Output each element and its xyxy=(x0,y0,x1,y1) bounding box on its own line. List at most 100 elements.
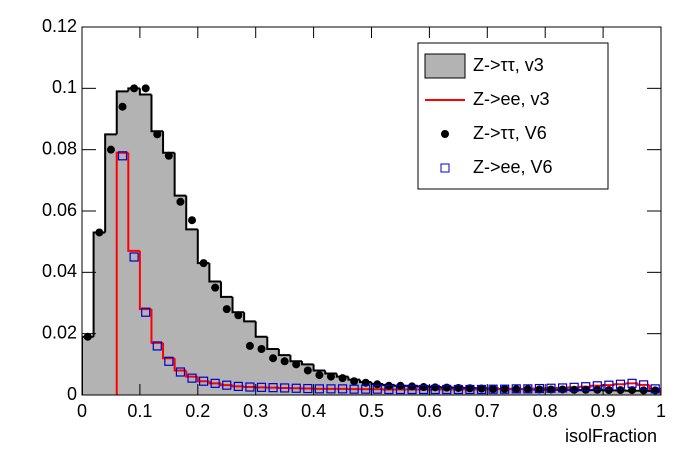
histogram-bar xyxy=(174,195,187,395)
data-point xyxy=(431,383,440,392)
y-tick-label: 0.08 xyxy=(42,138,77,158)
histogram-step xyxy=(150,309,164,344)
histogram-bar xyxy=(105,134,117,395)
data-point xyxy=(141,84,150,93)
data-point xyxy=(303,366,312,375)
y-tick-label: 0.02 xyxy=(42,322,77,342)
data-point xyxy=(164,151,173,160)
x-axis-label: isolFraction xyxy=(565,426,657,446)
histogram-bar xyxy=(139,94,152,395)
histogram-bar xyxy=(220,296,233,395)
data-point xyxy=(315,371,324,380)
data-point xyxy=(489,384,498,393)
data-point xyxy=(222,305,231,314)
data-point xyxy=(511,384,521,394)
histogram-bar xyxy=(116,91,129,395)
histogram-step xyxy=(625,382,638,385)
data-point xyxy=(233,381,243,392)
data-point xyxy=(604,380,614,390)
data-point xyxy=(500,384,510,394)
data-point xyxy=(256,382,267,392)
data-point xyxy=(95,228,104,237)
legend-symbol xyxy=(424,53,466,79)
legend-label: Z->ee, v3 xyxy=(473,89,550,109)
histogram-step xyxy=(115,151,129,395)
legend-label: Z->ττ, v3 xyxy=(473,55,544,75)
histogram-bar xyxy=(290,361,303,395)
data-point xyxy=(350,377,359,386)
histogram-step xyxy=(243,386,256,389)
data-point xyxy=(628,386,637,395)
histogram-bar xyxy=(128,88,140,395)
histogram-outline xyxy=(138,88,152,96)
data-point xyxy=(153,130,162,139)
histogram-step xyxy=(590,384,604,387)
data-point xyxy=(141,307,151,317)
data-point xyxy=(199,259,208,268)
data-point xyxy=(488,384,498,394)
data-point xyxy=(512,385,521,394)
data-point xyxy=(326,384,336,394)
data-point xyxy=(211,283,220,292)
data-point xyxy=(465,384,475,395)
histogram-outline xyxy=(266,336,279,350)
data-point xyxy=(442,384,452,395)
data-point xyxy=(616,386,625,395)
data-point xyxy=(338,374,347,383)
data-point xyxy=(408,382,417,391)
data-point xyxy=(280,383,290,393)
data-point xyxy=(373,380,382,389)
data-point xyxy=(337,384,348,394)
histogram-outline xyxy=(185,195,198,231)
plot-area xyxy=(82,84,661,395)
histogram-outline xyxy=(208,263,221,283)
x-tick-label: 0.2 xyxy=(185,401,210,421)
y-tick-label: 0.1 xyxy=(52,77,77,97)
x-tick-label: 0.4 xyxy=(301,401,326,421)
data-point xyxy=(650,384,660,394)
data-point xyxy=(442,383,451,392)
data-point xyxy=(106,145,115,154)
data-point xyxy=(627,378,637,388)
data-point xyxy=(639,386,648,395)
histogram-step xyxy=(196,376,210,383)
data-point xyxy=(476,384,487,395)
data-point xyxy=(361,384,371,394)
data-point xyxy=(384,384,394,395)
x-tick-label: 0 xyxy=(77,401,87,421)
data-point xyxy=(117,151,128,161)
histogram-step xyxy=(127,152,140,252)
data-point xyxy=(176,197,185,206)
x-tick-label: 0.9 xyxy=(591,401,616,421)
data-point xyxy=(188,216,197,225)
x-tick-label: 0.8 xyxy=(533,401,558,421)
histogram-bar xyxy=(82,336,94,395)
data-point xyxy=(453,384,463,395)
data-point xyxy=(175,367,186,377)
histogram-outline xyxy=(115,90,129,135)
data-point xyxy=(569,382,579,392)
data-point xyxy=(615,379,626,389)
legend: Z->ττ, v3 Z->ee, v3 Z->ττ, V6 Z->ee, V6 xyxy=(417,42,609,190)
data-point xyxy=(280,357,289,366)
histogram-outline xyxy=(277,349,291,357)
data-point xyxy=(130,84,139,93)
data-point xyxy=(245,341,254,350)
histogram-step xyxy=(613,383,627,386)
legend-symbol xyxy=(440,163,450,173)
histogram-step xyxy=(208,381,221,385)
legend-label: Z->ττ, V6 xyxy=(473,123,547,143)
data-point xyxy=(245,382,255,392)
histogram-bar xyxy=(267,349,279,395)
histogram-bar xyxy=(336,376,349,395)
histogram-step xyxy=(173,358,187,372)
data-point xyxy=(592,381,602,391)
legend-label: Z->ee, V6 xyxy=(473,157,553,177)
data-point xyxy=(349,384,359,394)
histogram-step xyxy=(138,250,152,311)
y-tick-label: 0.04 xyxy=(42,261,77,281)
histogram-bar xyxy=(325,373,337,395)
data-point xyxy=(419,383,428,392)
histogram-outline xyxy=(243,312,256,323)
data-point xyxy=(268,383,278,393)
